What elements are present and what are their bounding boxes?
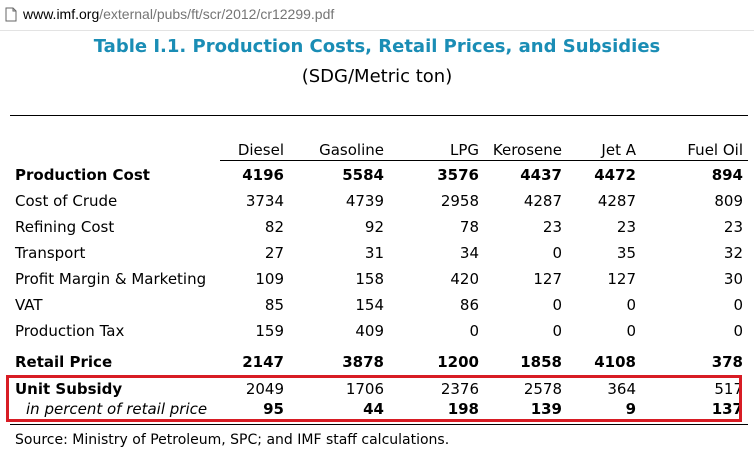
url-text[interactable]: www.imf.org/external/pubs/ft/scr/2012/cr… <box>23 6 334 22</box>
table-cell: 2578 <box>523 380 562 398</box>
table-cell: 894 <box>711 166 743 184</box>
table-cell: 0 <box>552 322 562 340</box>
table-cell: 2049 <box>245 380 284 398</box>
table-cell: 23 <box>723 218 743 236</box>
table-cell: 3576 <box>437 166 479 184</box>
table-cell: 32 <box>723 244 743 262</box>
table-cell: 3878 <box>342 353 384 371</box>
table-cell: 809 <box>714 192 743 210</box>
table-cell: 154 <box>355 296 384 314</box>
table-cell: 4108 <box>594 353 636 371</box>
row-label: Production Cost <box>15 166 150 184</box>
table-cell: 3734 <box>245 192 284 210</box>
table-cell: 23 <box>616 218 636 236</box>
source-note: Source: Ministry of Petroleum, SPC; and … <box>15 432 450 448</box>
url-host: www.imf.org <box>23 6 100 22</box>
table-cell: 4196 <box>242 166 284 184</box>
table-cell: 0 <box>469 322 479 340</box>
row-label: Unit Subsidy <box>15 380 123 398</box>
table-cell: 364 <box>607 380 636 398</box>
table-cell: 82 <box>264 218 284 236</box>
table-cell: 158 <box>355 270 384 288</box>
url-path: /external/pubs/ft/scr/2012/cr12299.pdf <box>99 6 335 22</box>
table-cell: 1858 <box>520 353 562 371</box>
table-cell: 0 <box>552 296 562 314</box>
bottom-rule <box>10 424 748 425</box>
table-cell: 378 <box>711 353 743 371</box>
column-header: Fuel Oil <box>687 141 743 159</box>
table-cell: 35 <box>616 244 636 262</box>
table-cell: 86 <box>459 296 479 314</box>
table-cell: 0 <box>626 322 636 340</box>
table-cell: 198 <box>447 400 479 418</box>
table-cell: 85 <box>264 296 284 314</box>
table-cell: 78 <box>459 218 479 236</box>
table-cell: 27 <box>264 244 284 262</box>
table-cell: 1706 <box>345 380 384 398</box>
row-label: in percent of retail price <box>26 400 208 418</box>
table-cell: 4739 <box>345 192 384 210</box>
table-cell: 517 <box>714 380 743 398</box>
table-cell: 420 <box>450 270 479 288</box>
table-cell: 9 <box>625 400 636 418</box>
table-cell: 30 <box>723 270 743 288</box>
table-cell: 127 <box>533 270 562 288</box>
address-bar[interactable]: www.imf.org/external/pubs/ft/scr/2012/cr… <box>0 0 754 31</box>
header-rule <box>220 160 748 161</box>
table-cell: 44 <box>363 400 384 418</box>
column-header: Diesel <box>237 141 284 159</box>
row-label: Retail Price <box>15 353 113 371</box>
table-cell: 95 <box>263 400 284 418</box>
top-rule <box>10 115 748 116</box>
table-cell: 109 <box>255 270 284 288</box>
table-cell: 2376 <box>440 380 479 398</box>
table-cell: 5584 <box>342 166 384 184</box>
table-cell: 1200 <box>437 353 479 371</box>
table-cell: 34 <box>459 244 479 262</box>
table-cell: 137 <box>711 400 743 418</box>
table-cell: 2147 <box>242 353 284 371</box>
row-label: Profit Margin & Marketing <box>15 270 207 288</box>
table-cell: 127 <box>607 270 636 288</box>
table-cell: 23 <box>542 218 562 236</box>
column-header: Gasoline <box>319 141 384 159</box>
table-subtitle: (SDG/Metric ton) <box>301 66 453 87</box>
table-cell: 4472 <box>594 166 636 184</box>
table-cell: 0 <box>626 296 636 314</box>
table-cell: 0 <box>733 296 743 314</box>
table-cell: 0 <box>733 322 743 340</box>
table-cell: 159 <box>255 322 284 340</box>
column-header: Kerosene <box>492 141 562 159</box>
row-label: Cost of Crude <box>15 192 118 210</box>
row-label: Transport <box>15 244 86 262</box>
table-cell: 31 <box>364 244 384 262</box>
table-cell: 139 <box>530 400 562 418</box>
document-page-icon <box>5 7 17 22</box>
table-cell: 4287 <box>597 192 636 210</box>
table-cell: 92 <box>364 218 384 236</box>
table-cell: 409 <box>355 322 384 340</box>
row-label: Refining Cost <box>15 218 115 236</box>
table-title: Table I.1. Production Costs, Retail Pric… <box>93 36 661 57</box>
row-label: VAT <box>15 296 43 314</box>
column-header: LPG <box>449 141 479 159</box>
row-label: Production Tax <box>15 322 125 340</box>
table-cell: 0 <box>552 244 562 262</box>
table-cell: 4437 <box>520 166 562 184</box>
table-cell: 2958 <box>440 192 479 210</box>
column-header: Jet A <box>601 141 636 159</box>
subsidy-highlight-box <box>6 375 742 422</box>
table-cell: 4287 <box>523 192 562 210</box>
